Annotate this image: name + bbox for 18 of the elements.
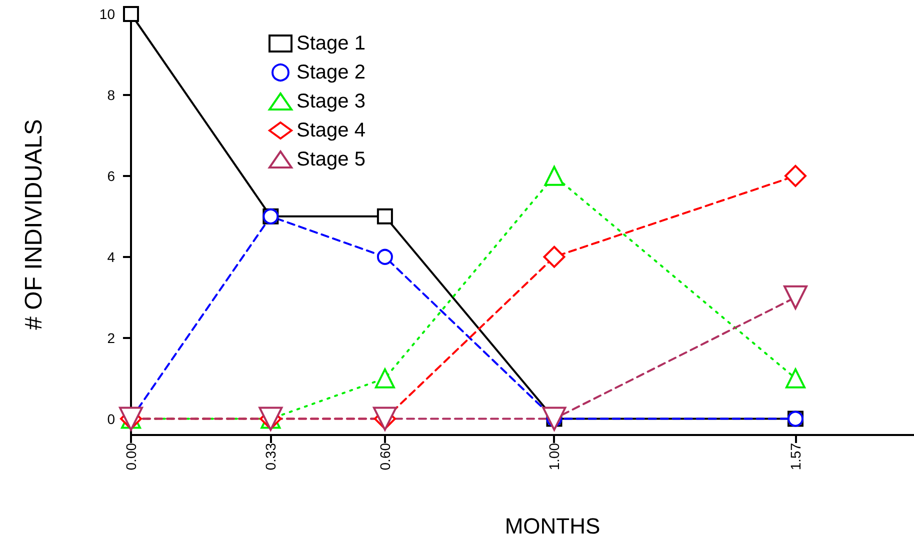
legend-label: Stage 2 [296,62,366,84]
y-tick-label: 10 [99,6,116,22]
x-tick-label: 1.00 [546,442,562,470]
legend-label: Stage 5 [296,148,366,170]
y-axis-title: # OF INDIVIDUALS [20,119,48,330]
y-tick-label: 4 [107,248,116,265]
x-tick-label: 0.00 [123,442,139,470]
y-tick-label: 8 [107,86,116,103]
x-tick-label: 0.60 [376,442,393,470]
y-tick-label: 6 [107,168,116,184]
x-tick-label: 0.33 [262,442,279,470]
x-axis-title: MONTHS [504,514,600,538]
legend-label: Stage 3 [296,90,366,112]
y-tick-label: 0 [107,410,116,427]
x-tick-label: 1.57 [787,442,804,470]
y-tick-label: 2 [107,330,116,346]
legend-label: Stage 4 [296,120,366,142]
legend-label: Stage 1 [296,32,366,54]
